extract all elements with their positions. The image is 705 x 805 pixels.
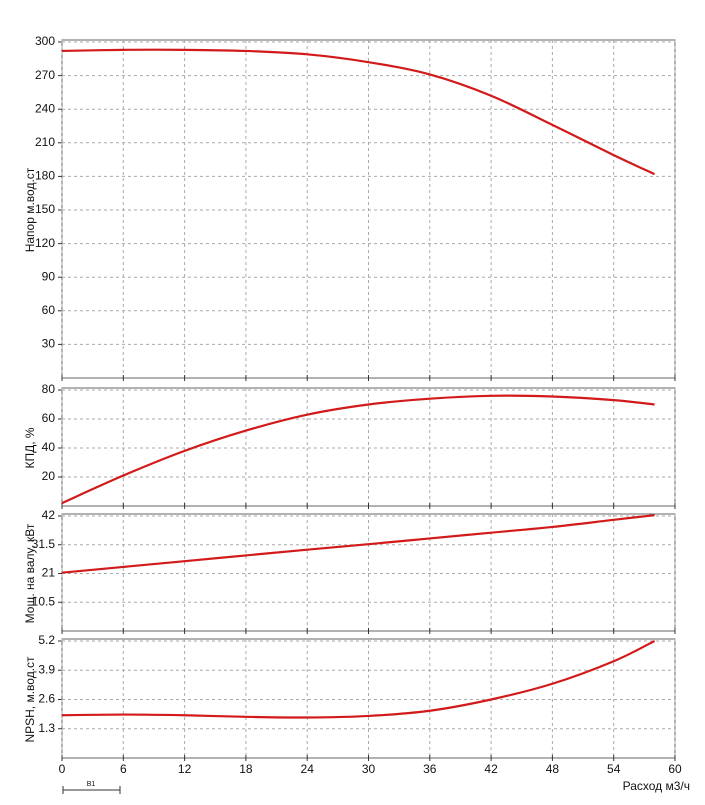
y-tick-label: 30 xyxy=(42,337,56,351)
y-tick-label: 10.5 xyxy=(32,594,56,608)
curve xyxy=(61,640,656,719)
x-tick-label: 48 xyxy=(546,762,560,776)
x-tick-label: 30 xyxy=(362,762,376,776)
y-tick-label: 80 xyxy=(42,382,56,396)
y-axis-label: КПД, % xyxy=(23,427,37,468)
y-tick-label: 180 xyxy=(35,169,55,183)
y-tick-label: 40 xyxy=(42,440,56,454)
x-tick-label: 6 xyxy=(120,762,127,776)
y-tick-label: 270 xyxy=(35,68,55,82)
x-tick-label: 54 xyxy=(607,762,621,776)
y-tick-label: 60 xyxy=(42,303,56,317)
y-tick-label: 300 xyxy=(35,34,55,48)
y-tick-label: 150 xyxy=(35,202,55,216)
x-tick-label: 0 xyxy=(59,762,66,776)
x-axis-label: Расход м3/ч xyxy=(623,779,690,793)
y-tick-label: 120 xyxy=(35,236,55,250)
y-tick-label: 60 xyxy=(42,411,56,425)
y-tick-label: 210 xyxy=(35,135,55,149)
y-tick-label: 3.9 xyxy=(38,662,55,676)
y-tick-label: 5.2 xyxy=(38,633,55,647)
y-axis-label: NPSH, м.вод.ст xyxy=(23,656,37,743)
curve xyxy=(61,394,655,505)
x-tick-label: 18 xyxy=(239,762,253,776)
marker-bracket xyxy=(62,786,121,794)
y-tick-label: 31.5 xyxy=(32,537,56,551)
y-tick-label: 42 xyxy=(42,508,56,522)
annotation: B1 xyxy=(87,781,96,788)
curve xyxy=(61,48,656,176)
curve xyxy=(61,514,655,574)
y-tick-label: 20 xyxy=(42,469,56,483)
x-tick-label: 42 xyxy=(484,762,498,776)
x-tick-label: 36 xyxy=(423,762,437,776)
y-tick-label: 90 xyxy=(42,269,56,283)
x-tick-label: 24 xyxy=(301,762,315,776)
y-axis-label: Мощ. на валу, кВт xyxy=(23,523,37,623)
y-tick-label: 21 xyxy=(42,566,56,580)
y-tick-label: 1.3 xyxy=(38,721,55,735)
y-axis-label: Напор м.вод.ст xyxy=(23,167,37,252)
x-tick-label: 60 xyxy=(668,762,682,776)
y-tick-label: 240 xyxy=(35,101,55,115)
y-tick-label: 2.6 xyxy=(38,692,55,706)
x-tick-label: 12 xyxy=(178,762,192,776)
